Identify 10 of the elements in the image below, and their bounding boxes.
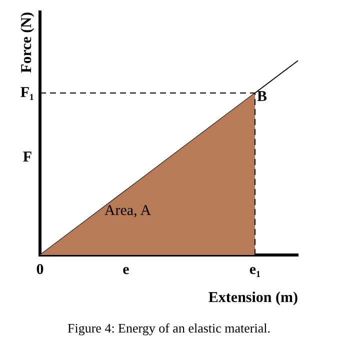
annotation: B [257,88,268,105]
x-tick-label: e [122,262,130,278]
y-axis-title: Force (N) [18,12,35,73]
x-axis-title: Extension (m) [208,290,298,306]
x-tick-label: e₁ [249,262,261,278]
caption: Figure 4: Energy of an elastic material. [68,320,270,336]
text: F [22,150,32,166]
annotation: Area, A [104,203,152,220]
ref-line-label: F₁ [20,84,34,101]
x-tick-label: 0 [36,262,44,278]
